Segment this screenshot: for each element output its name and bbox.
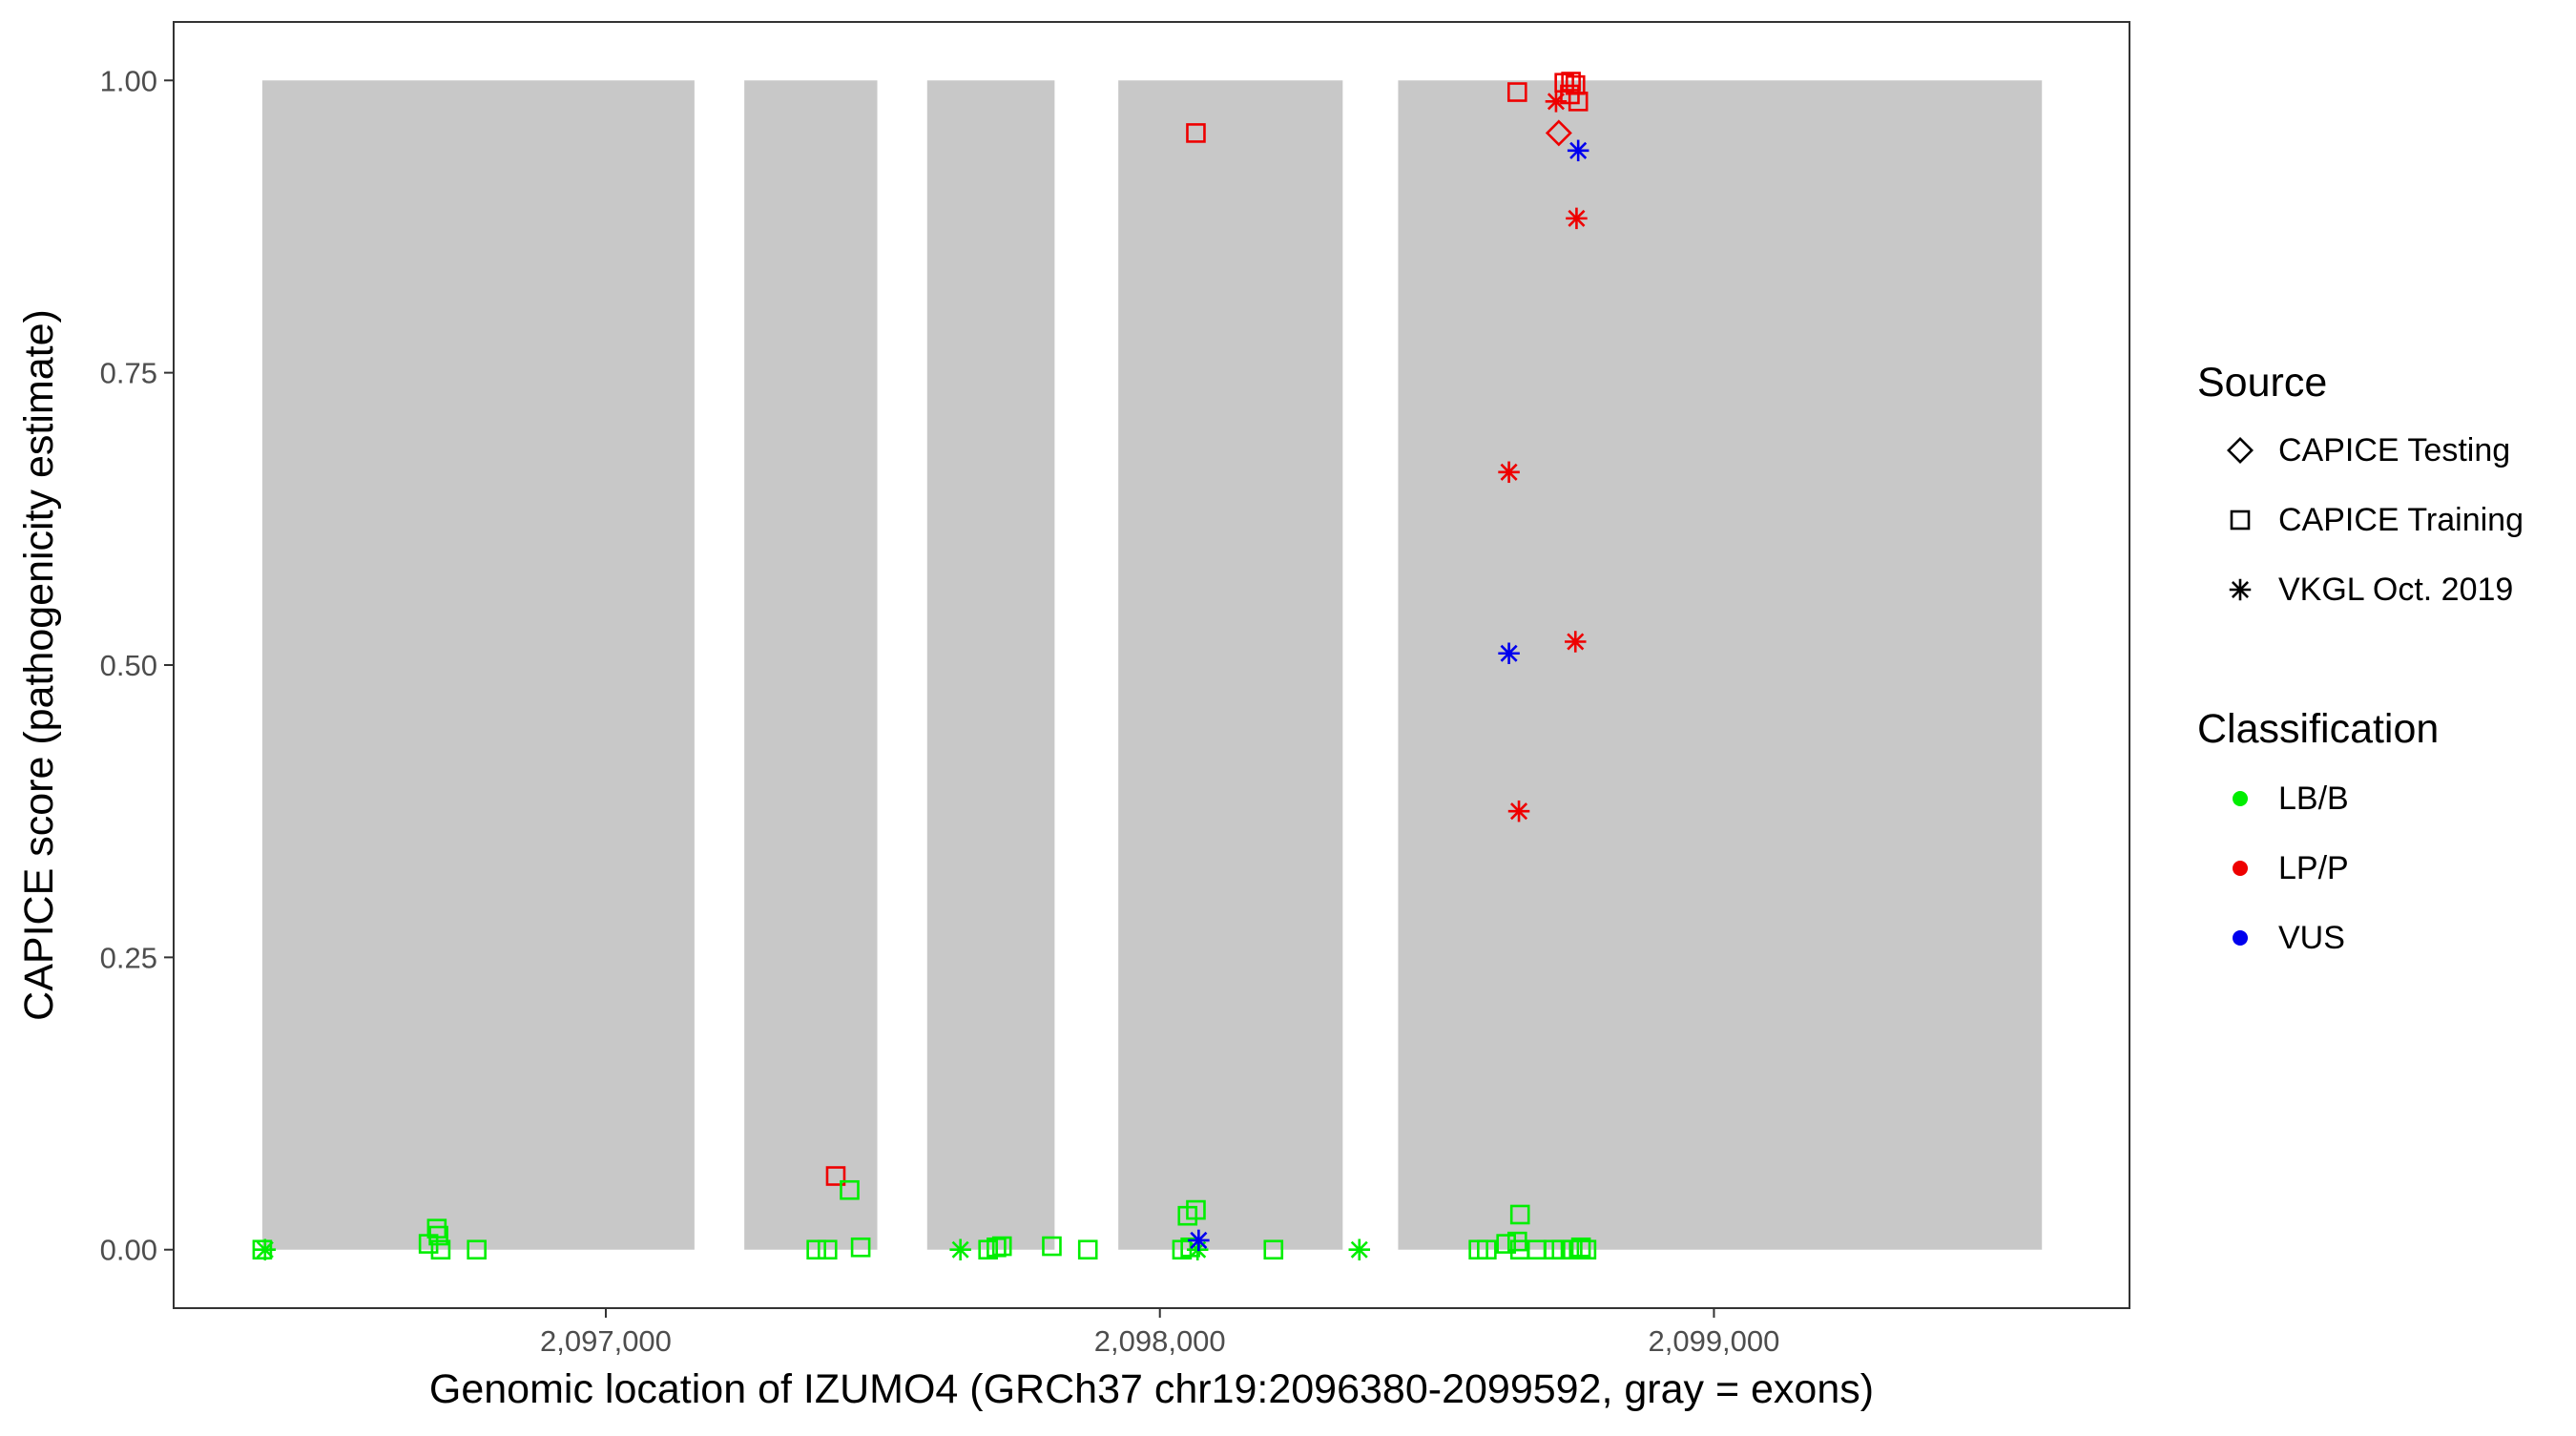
data-point-16: [991, 1236, 1012, 1257]
legend-class-items: LB/B LP/P VUS: [2233, 780, 2349, 956]
data-point-46: [1545, 91, 1568, 113]
exon-5: [1398, 80, 2043, 1250]
data-point-11: [817, 1239, 838, 1260]
exon-1: [261, 80, 695, 1250]
y-axis: 0.00 0.25 0.50 0.75 1.00: [100, 64, 174, 1267]
data-point-39: [1576, 1239, 1597, 1260]
data-point-50: [1498, 461, 1520, 484]
data-point-52: [1498, 642, 1520, 664]
y-tick-label: 0.25: [100, 941, 157, 974]
data-point-8: [825, 1166, 846, 1186]
data-point-47: [1545, 119, 1572, 147]
legend-key-asterisk: [2229, 578, 2252, 601]
legend-class-label: LP/P: [2278, 850, 2349, 886]
legend-source-label: CAPICE Training: [2278, 502, 2524, 538]
y-tick-label: 0.75: [100, 357, 157, 390]
data-point-10: [806, 1239, 826, 1260]
data-point-13: [949, 1238, 971, 1260]
x-axis-title: Genomic location of IZUMO4 (GRCh37 chr19…: [429, 1366, 1874, 1412]
y-tick-label: 1.00: [100, 64, 157, 97]
data-point-7: [467, 1239, 487, 1260]
data-point-51: [1565, 631, 1587, 653]
legend-classification-title: Classification: [2197, 706, 2439, 752]
legend-source-title: Source: [2197, 360, 2327, 406]
data-point-29: [1477, 1239, 1497, 1260]
data-point-12: [850, 1237, 871, 1258]
data-point-19: [1186, 123, 1206, 143]
legend-key-dot: [2233, 930, 2248, 946]
data-point-40: [1506, 82, 1527, 102]
data-point-36: [1551, 1239, 1572, 1260]
exon-4: [1118, 80, 1343, 1250]
legend-source-label: VKGL Oct. 2019: [2278, 572, 2513, 608]
legend-key-square: [2230, 510, 2251, 531]
exon-layer: [261, 80, 2043, 1250]
y-axis-title: CAPICE score (pathogenicity estimate): [16, 309, 62, 1021]
data-point-25: [1188, 1229, 1210, 1252]
legend-key-dot: [2233, 861, 2248, 876]
legend-class-label: LB/B: [2278, 780, 2349, 817]
legend: Source CAPICE Testing CAPICE Training VKGL…: [2197, 360, 2524, 956]
legend-class-label: VUS: [2278, 920, 2345, 956]
data-point-5: [428, 1225, 448, 1246]
y-tick-label: 0.50: [100, 649, 157, 682]
x-axis: 2,097,000 2,098,000 2,099,000: [540, 1308, 1779, 1358]
x-tick-label: 2,098,000: [1094, 1324, 1226, 1358]
x-tick-label: 2,099,000: [1648, 1324, 1779, 1358]
legend-key-diamond: [2227, 437, 2254, 464]
exon-2: [744, 80, 878, 1250]
data-point-49: [1566, 207, 1588, 230]
legend-source-label: CAPICE Testing: [2278, 432, 2510, 468]
legend-source-items: CAPICE Testing CAPICE Training VKGL Oct. 2…: [2227, 432, 2524, 608]
data-point-30: [1496, 1234, 1516, 1254]
point-layer: [252, 72, 1597, 1260]
exon-3: [926, 80, 1055, 1250]
data-point-45: [1568, 92, 1589, 112]
data-point-6: [430, 1239, 451, 1260]
y-tick-label: 0.00: [100, 1234, 157, 1267]
data-point-9: [840, 1179, 860, 1200]
data-point-38: [1570, 1237, 1591, 1258]
data-point-27: [1348, 1238, 1371, 1260]
data-point-31: [1509, 1204, 1530, 1225]
data-point-48: [1567, 139, 1589, 162]
data-point-42: [1561, 72, 1581, 92]
data-point-17: [1042, 1236, 1062, 1257]
data-point-53: [1507, 800, 1530, 822]
data-point-4: [426, 1218, 447, 1238]
data-point-26: [1263, 1239, 1284, 1260]
x-tick-label: 2,097,000: [540, 1324, 672, 1358]
data-point-21: [1186, 1199, 1206, 1220]
data-point-18: [1077, 1239, 1098, 1260]
data-point-2: [254, 1238, 277, 1260]
legend-key-dot: [2233, 791, 2248, 806]
